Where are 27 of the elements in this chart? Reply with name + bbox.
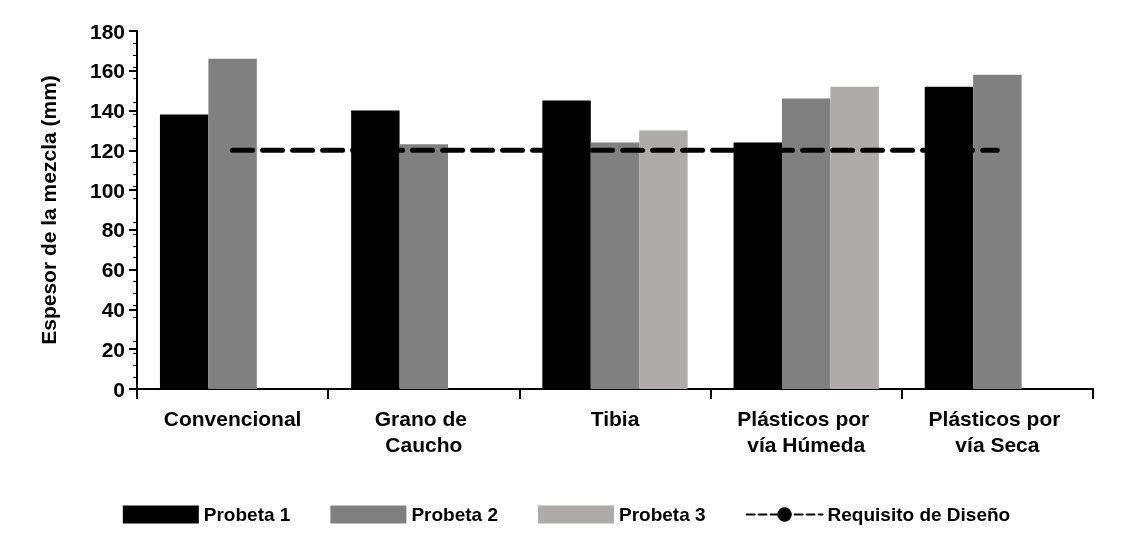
x-tick-label: Tibia [590, 406, 640, 430]
x-tick-label: Grano de Caucho [374, 406, 473, 456]
legend-label: Probeta 1 [203, 504, 291, 525]
y-tick-label: 140 [89, 99, 125, 123]
y-tick-label: 0 [113, 377, 125, 401]
y-tick-label: 100 [89, 178, 125, 202]
x-tick-label: Convencional [163, 406, 302, 430]
bar [830, 86, 879, 389]
y-tick-label: 80 [101, 218, 125, 242]
legend-label: Probeta 3 [618, 504, 706, 525]
bar [639, 130, 688, 389]
y-tick-label: 120 [89, 138, 125, 162]
x-tick-label: Plásticos por vía Seca [928, 406, 1067, 456]
legend-label: Probeta 2 [411, 504, 498, 525]
y-tick-label: 60 [101, 258, 125, 282]
x-tick-label: Plásticos por vía Húmeda [737, 406, 876, 456]
bar [590, 142, 640, 389]
y-tick-label: 160 [89, 59, 125, 83]
bar [781, 98, 831, 389]
y-axis-title: Espesor de la mezcla (mm) [37, 75, 60, 345]
bar [973, 74, 1022, 389]
bar [399, 144, 449, 389]
legend-label: Requisito de Diseño [827, 504, 1011, 525]
bar [208, 58, 257, 389]
y-tick-label: 20 [101, 337, 125, 361]
y-tick-label: 180 [89, 19, 125, 43]
y-tick-label: 40 [101, 297, 125, 321]
